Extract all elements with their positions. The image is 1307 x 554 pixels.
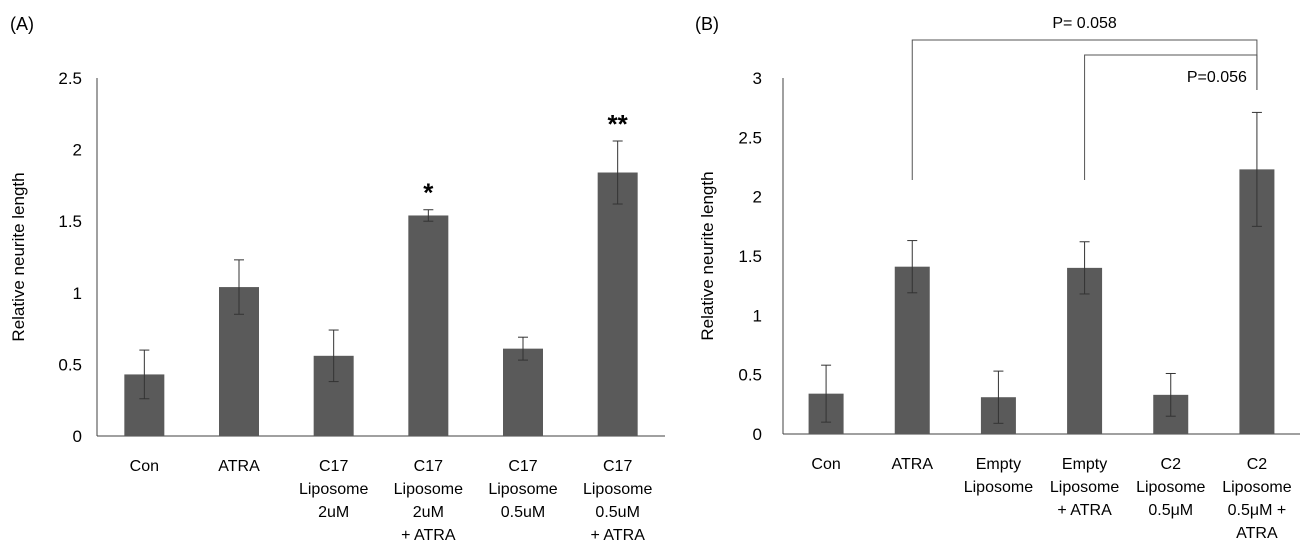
panel-b-category-label: Empty <box>1062 456 1107 473</box>
panel-b-p-value-label: P=0.056 <box>1187 69 1247 86</box>
panel-b-y-tick-label: 2.5 <box>738 128 762 147</box>
panel-a-category-label: C17 <box>603 458 632 475</box>
panel-a-category-label: C17 <box>414 458 443 475</box>
panel-b-y-tick-label: 3 <box>753 69 762 88</box>
panel-a-significance-mark: * <box>423 178 434 208</box>
panel-a-y-tick-label: 0 <box>73 427 82 446</box>
panel-b-y-tick-label: 0 <box>753 425 762 444</box>
panel-a-category-label: 2uM <box>318 504 349 521</box>
panel-b-category-label: C2 <box>1161 456 1182 473</box>
panel-a-bar-5 <box>503 348 543 436</box>
panel-a-category-label: + ATRA <box>401 527 456 544</box>
panel-b-category-label: Empty <box>976 456 1021 473</box>
panel-b-category-label: + ATRA <box>1057 502 1112 519</box>
panel-b-y-tick-label: 1.5 <box>738 247 762 266</box>
panel-b-category-label: ATRA <box>1236 525 1278 542</box>
panel-a-category-label: 0.5uM <box>595 504 639 521</box>
panel-a-category-label: 0.5uM <box>501 504 545 521</box>
panel-b-category-label: C2 <box>1247 456 1268 473</box>
panel-b-bar-4 <box>1067 267 1103 434</box>
panel-b-category-label: Liposome <box>1136 479 1205 496</box>
panel-b-category-label: Liposome <box>1050 479 1119 496</box>
panel-b-bar-2 <box>894 266 930 434</box>
panel-b-category-label: Liposome <box>1222 479 1291 496</box>
panel-a-y-tick-label: 2.5 <box>58 69 82 88</box>
panel-a-category-label: Liposome <box>583 481 652 498</box>
panel-a-category-label: Liposome <box>488 481 557 498</box>
panel-a-y-tick-label: 0.5 <box>58 355 82 374</box>
panel-a-category-label: + ATRA <box>590 527 645 544</box>
panel-a-significance-mark: ** <box>608 109 629 139</box>
panel-b-comparison-bracket <box>1084 54 1258 180</box>
panel-b-category-label: Liposome <box>964 479 1033 496</box>
panel-b-y-tick-label: 0.5 <box>738 366 762 385</box>
panel-b-y-tick-label: 2 <box>753 188 762 207</box>
panel-b-category-label: 0.5μM <box>1148 502 1193 519</box>
panel-b-y-axis-label: Relative neurite length <box>698 171 717 340</box>
panel-a-bar-6 <box>597 172 638 436</box>
panel-a-y-tick-label: 2 <box>73 141 82 160</box>
panel-a-category-label: 2uM <box>413 504 444 521</box>
panel-b-label: (B) <box>695 14 719 34</box>
panel-a-category-label: ATRA <box>218 458 260 475</box>
panel-b-y-tick-label: 1 <box>753 306 762 325</box>
panel-b-p-value-label: P= 0.058 <box>1052 15 1117 32</box>
panel-a-label: (A) <box>10 14 34 34</box>
panel-a-category-label: Liposome <box>394 481 463 498</box>
panel-a-category-label: C17 <box>319 458 348 475</box>
panel-a-category-label: C17 <box>508 458 537 475</box>
panel-a-category-label: Liposome <box>299 481 368 498</box>
panel-b-category-label: ATRA <box>892 456 934 473</box>
panel-b-category-label: 0.5μM + <box>1228 502 1287 519</box>
panel-a-y-tick-label: 1.5 <box>58 212 82 231</box>
panel-a-y-axis-label: Relative neurite length <box>9 172 28 341</box>
panel-a-y-tick-label: 1 <box>73 284 82 303</box>
panel-a-bar-4 <box>408 215 449 436</box>
panel-a-category-label: Con <box>130 458 159 475</box>
panel-b-category-label: Con <box>811 456 840 473</box>
